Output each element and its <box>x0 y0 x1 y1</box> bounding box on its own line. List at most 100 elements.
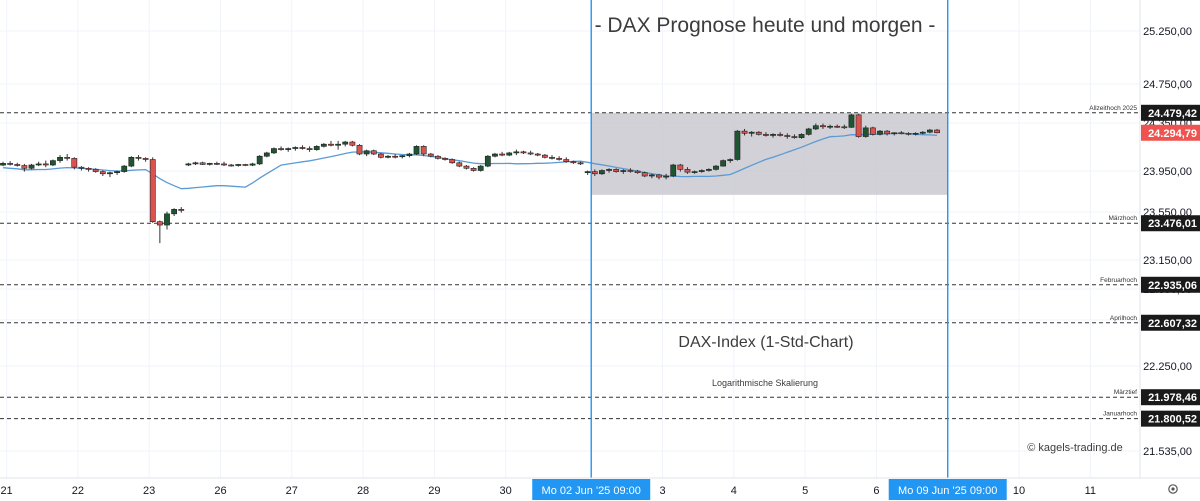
x-tick-label: 28 <box>357 485 369 497</box>
price-level-tags: Allzeithoch 2025 24.479,42 Märzhoch 23.476,… <box>1089 104 1200 427</box>
candle-bearish <box>641 172 648 177</box>
x-tick-label: 11 <box>1085 485 1096 497</box>
candle-bullish <box>926 129 933 133</box>
candle-bearish <box>92 169 99 172</box>
candle-bearish <box>199 162 206 165</box>
current-price-box <box>1141 124 1200 141</box>
scale-note: Logarithmische Skalierung <box>712 378 818 388</box>
candle-bullish <box>513 151 520 154</box>
candle-bearish <box>392 155 399 158</box>
price-level-tag <box>1141 104 1200 121</box>
candle-bullish <box>919 131 926 134</box>
candle-bearish <box>499 153 505 156</box>
candle-bearish <box>178 209 185 211</box>
candle-bullish <box>477 165 484 171</box>
candle-bearish <box>427 153 434 157</box>
price-level-name: Märztief <box>1114 389 1137 396</box>
candle-bearish <box>470 167 477 171</box>
candle-bullish <box>705 169 712 171</box>
candle-bullish <box>713 165 719 170</box>
candle-bullish <box>335 143 342 146</box>
y-tick-label: 24.750,00 <box>1143 79 1192 91</box>
grid <box>0 0 1140 478</box>
price-level-tag <box>1141 410 1200 427</box>
candle-bearish <box>834 125 841 128</box>
candle-bullish <box>256 155 263 165</box>
candle-bullish <box>720 160 727 167</box>
candle-bearish <box>463 165 470 169</box>
candle-bearish <box>214 163 220 165</box>
candle-bearish <box>328 143 334 146</box>
candle-bearish <box>741 130 748 134</box>
candle-bearish <box>541 154 548 158</box>
candle-bearish <box>7 163 14 165</box>
candle-bullish <box>877 130 883 135</box>
candle-bullish <box>812 125 819 130</box>
x-axis-ticks: 21 22 23 26 27 28 29 30 3 4 5 6 10 11 <box>0 485 1096 497</box>
candle-bearish <box>613 169 620 172</box>
candle-bearish <box>591 171 598 175</box>
candle-bearish <box>228 164 235 167</box>
candle-bullish <box>271 148 277 154</box>
price-level-tag <box>1141 215 1200 232</box>
candle-bearish <box>156 221 163 226</box>
price-level-name: Allzeithoch 2025 <box>1089 105 1137 112</box>
current-price-value: 24.294,79 <box>1148 128 1197 140</box>
candle-bearish <box>356 144 363 155</box>
candle-bullish <box>727 159 734 161</box>
candle-bullish <box>235 164 242 166</box>
candle-bearish <box>64 157 71 159</box>
candle-bearish <box>377 153 384 158</box>
candle-bullish <box>185 163 192 166</box>
candle-bearish <box>755 131 762 135</box>
candle-bearish <box>14 164 21 166</box>
candle-bearish <box>71 158 78 168</box>
x-tick-label: 21 <box>0 485 12 497</box>
candle-bullish <box>413 146 420 155</box>
candle-bullish <box>121 165 128 172</box>
y-tick-label: 22.250,00 <box>1143 361 1192 373</box>
x-tick-label: 26 <box>214 485 226 497</box>
candle-bullish <box>648 174 655 177</box>
candle-bullish <box>50 160 56 166</box>
candles <box>0 113 940 244</box>
candle-bullish <box>748 131 755 134</box>
price-level-tag <box>1141 314 1200 331</box>
x-tick-label: 5 <box>802 485 808 497</box>
x-tick-label: 22 <box>72 485 84 497</box>
candle-bearish <box>527 152 534 155</box>
candle-bullish <box>698 170 705 172</box>
price-level-name: Aprilhoch <box>1110 315 1137 322</box>
date-marker-label: Mo 02 Jun '25 09:00 <box>542 485 641 497</box>
gear-icon[interactable] <box>1168 484 1178 494</box>
price-level-name: Januarhoch <box>1103 411 1137 418</box>
price-level-value: 24.479,42 <box>1148 108 1197 120</box>
x-tick-label: 10 <box>1013 485 1025 497</box>
current-price-tag: 24.294,79 <box>1141 124 1200 141</box>
candle-bullish <box>770 134 776 136</box>
candle-bullish <box>292 147 299 149</box>
candle-bullish <box>599 170 605 175</box>
date-marker-label: Mo 09 Jun '25 09:00 <box>898 485 997 497</box>
candle-bullish <box>363 150 370 155</box>
price-levels <box>0 112 1140 420</box>
candle-bullish <box>663 175 669 178</box>
candle-bullish <box>0 163 6 166</box>
chart-title: - DAX Prognose heute und morgen - <box>595 14 936 37</box>
candle-bearish <box>656 174 662 178</box>
y-tick-label: 25.250,00 <box>1143 26 1192 38</box>
candle-bearish <box>278 148 284 150</box>
candle-bullish <box>670 164 677 177</box>
x-tick-label: 30 <box>500 485 512 497</box>
candle-bearish <box>306 148 313 150</box>
candle-bearish <box>563 159 570 162</box>
candle-bearish <box>142 158 149 160</box>
candle-bearish <box>135 157 142 159</box>
candle-bullish <box>107 172 113 175</box>
candle-bearish <box>556 158 563 160</box>
candle-bullish <box>57 157 63 161</box>
price-level-value: 22.607,32 <box>1148 318 1197 330</box>
candle-bullish <box>606 169 612 171</box>
candle-bearish <box>884 130 891 135</box>
